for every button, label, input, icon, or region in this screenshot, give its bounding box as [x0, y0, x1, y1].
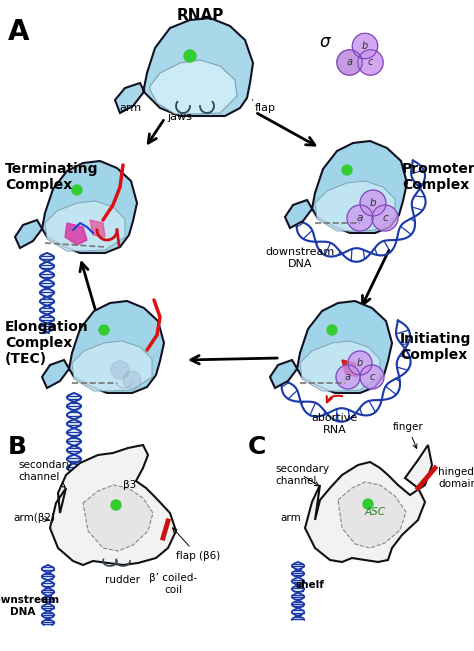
Polygon shape — [115, 18, 253, 116]
Text: hinged
domain: hinged domain — [438, 467, 474, 489]
Text: downstream
DNA: downstream DNA — [0, 595, 60, 616]
Text: A: A — [8, 18, 29, 46]
Text: flap (β6): flap (β6) — [173, 528, 220, 561]
Text: Elongation
Complex
(TEC): Elongation Complex (TEC) — [5, 320, 89, 367]
Text: ASC: ASC — [365, 507, 385, 517]
Circle shape — [352, 33, 378, 59]
Circle shape — [111, 500, 121, 510]
Text: β3: β3 — [123, 480, 136, 490]
Text: c: c — [369, 372, 374, 382]
Circle shape — [360, 365, 384, 389]
Polygon shape — [65, 223, 87, 245]
Text: β’ coiled-
coil: β’ coiled- coil — [149, 573, 197, 594]
Text: shelf: shelf — [296, 580, 324, 590]
Text: abortive
RNA: abortive RNA — [312, 413, 358, 435]
Polygon shape — [83, 485, 153, 551]
Text: secondary
channel: secondary channel — [275, 464, 329, 486]
Polygon shape — [305, 445, 432, 562]
Circle shape — [111, 361, 129, 379]
Text: σ: σ — [319, 33, 330, 51]
Polygon shape — [50, 445, 176, 565]
Polygon shape — [270, 301, 392, 393]
Text: a: a — [357, 213, 363, 223]
Text: b: b — [370, 198, 376, 208]
Text: C: C — [248, 435, 266, 459]
Circle shape — [360, 190, 386, 216]
Polygon shape — [300, 341, 380, 391]
Text: flap: flap — [255, 103, 276, 113]
Text: arm(β2): arm(β2) — [13, 513, 55, 523]
Polygon shape — [45, 201, 125, 251]
Circle shape — [372, 205, 398, 231]
Text: b: b — [362, 41, 368, 51]
Text: Initiating
Complex: Initiating Complex — [400, 332, 471, 362]
Circle shape — [123, 371, 141, 389]
Text: finger: finger — [392, 422, 423, 449]
Polygon shape — [150, 60, 237, 114]
Text: a: a — [346, 57, 353, 68]
Text: Terminating
Complex: Terminating Complex — [5, 162, 99, 192]
Polygon shape — [15, 161, 137, 253]
Polygon shape — [342, 360, 357, 377]
Polygon shape — [42, 301, 164, 393]
Text: Promoter
Complex: Promoter Complex — [402, 162, 474, 192]
Circle shape — [363, 499, 373, 509]
Circle shape — [184, 50, 196, 62]
Circle shape — [99, 325, 109, 335]
Text: RNAP: RNAP — [176, 8, 224, 23]
Circle shape — [347, 205, 373, 231]
Polygon shape — [315, 181, 395, 231]
Polygon shape — [285, 141, 407, 233]
Circle shape — [358, 49, 383, 75]
Text: b: b — [357, 358, 363, 368]
Circle shape — [348, 351, 372, 375]
Text: arm: arm — [280, 513, 301, 523]
Circle shape — [72, 185, 82, 195]
Text: jaws: jaws — [168, 112, 192, 122]
Circle shape — [337, 49, 362, 75]
Circle shape — [342, 165, 352, 175]
Text: rudder: rudder — [106, 575, 140, 585]
Text: c: c — [382, 213, 388, 223]
Text: secondary
channel: secondary channel — [18, 460, 72, 488]
Polygon shape — [72, 341, 152, 391]
Text: downstream
DNA: downstream DNA — [265, 247, 335, 269]
Text: c: c — [368, 57, 373, 68]
Polygon shape — [338, 482, 406, 548]
Circle shape — [336, 365, 360, 389]
Text: a: a — [345, 372, 351, 382]
Circle shape — [327, 325, 337, 335]
Text: B: B — [8, 435, 27, 459]
Polygon shape — [90, 220, 105, 237]
Text: arm: arm — [119, 103, 141, 113]
